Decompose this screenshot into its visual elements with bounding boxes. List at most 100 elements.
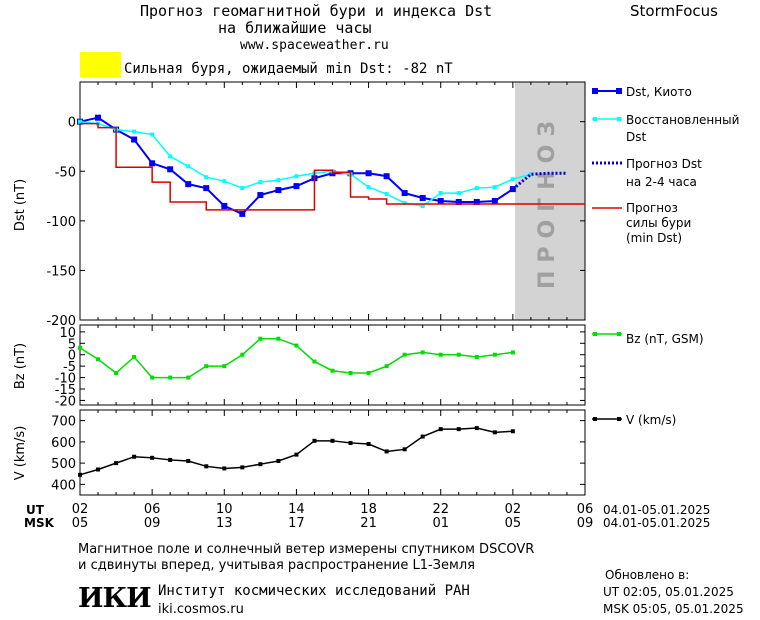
dst-series-1-line <box>79 120 532 207</box>
dst-series-0-point <box>167 166 174 173</box>
bz-series-0-point <box>168 375 173 380</box>
msk-tick-label: 17 <box>288 516 305 531</box>
page-title-line2: на ближайшие часы <box>218 19 372 37</box>
ut-tick-label: 18 <box>360 502 377 517</box>
legend-reconstructed-label-1: Восстановленный <box>626 113 739 127</box>
series-layer <box>77 114 585 477</box>
bz-series-0-point <box>222 364 227 369</box>
dst-series-1-point <box>150 132 155 137</box>
v-series-0-point <box>438 427 443 432</box>
bz-series-0-point <box>276 336 281 341</box>
dst-series-0-point <box>437 198 444 204</box>
v-series-0-point <box>150 455 155 460</box>
bz-ytick-label: -15 <box>55 383 76 398</box>
legend-storm-label-1: Прогноз <box>626 201 678 215</box>
v-series-0-point <box>78 472 82 477</box>
bz-series-0-point <box>384 364 389 369</box>
bz-series-0-point <box>456 352 461 357</box>
msk-tick-label: 13 <box>216 516 233 531</box>
dst-series-0-point <box>221 202 228 209</box>
dst-series-1-point <box>132 129 137 134</box>
legend-forecast-label-2: на 2-4 часа <box>626 175 697 189</box>
legend-v-label: V (km/s) <box>626 413 676 427</box>
dst-series-0-point <box>149 160 156 167</box>
v-series-0-point <box>204 464 209 469</box>
storm-banner-text: Сильная буря, ожидаемый min Dst: -82 nT <box>124 61 453 77</box>
msk-tick-label: 05 <box>72 516 89 531</box>
legend-dst-kyoto-label: Dst, Киото <box>626 85 692 99</box>
dst-series-1-point <box>168 154 173 159</box>
bz-series-0-point <box>294 343 299 348</box>
msk-tick-label: 09 <box>577 516 594 531</box>
x-ticks: 02 06 10 14 18 22 02 06 05 09 13 17 21 01 05 09 <box>72 502 594 531</box>
dst-y-ticks: 0 -50 -100 -150 -200 <box>46 82 586 329</box>
v-y-ticks: 700 600 500 400 <box>51 410 586 495</box>
dst-series-0-point <box>383 173 390 180</box>
bz-ylabel: Bz (nT) <box>13 343 28 389</box>
satellite-note-line2: и сдвинуты вперед, учитывая распростране… <box>78 558 475 573</box>
v-series-0-point <box>366 442 371 446</box>
legend-storm-label-2: силы бури <box>626 216 691 230</box>
institute-name: Институт космических исследований РАН <box>158 583 470 599</box>
legend-reconstructed-label-2: Dst <box>626 130 646 144</box>
v-series-0-point <box>132 454 137 459</box>
v-series-0-point <box>384 449 389 454</box>
dst-ylabel: Dst (nT) <box>13 179 28 231</box>
legend-bz-label: Bz (nT, GSM) <box>626 332 704 346</box>
iki-logo: ИКИ <box>78 583 152 614</box>
v-ytick-label: 700 <box>51 415 76 430</box>
bz-series-0-point <box>510 350 515 355</box>
ut-axis-label: UT <box>26 503 44 517</box>
bz-series-0-point <box>132 355 137 359</box>
dst-series-0-point <box>203 185 210 192</box>
msk-date-range: 04.01-05.01.2025 <box>603 516 711 530</box>
dst-series-1-point <box>474 186 479 191</box>
v-series-0-point <box>312 438 317 443</box>
bz-series-0-point <box>96 357 101 362</box>
bz-panel-frame <box>79 324 586 406</box>
v-series-0-point <box>258 462 263 467</box>
msk-axis-label: MSK <box>24 516 54 530</box>
dst-series-1-point <box>492 185 497 190</box>
legend-bz: Bz (nT, GSM) <box>592 332 704 346</box>
forecast-zone <box>515 82 585 320</box>
v-series-0-point <box>222 466 227 471</box>
storm-level-swatch <box>80 52 121 77</box>
v-series-0-point <box>294 452 299 457</box>
satellite-note-line1: Магнитное поле и солнечный ветер измерен… <box>78 542 535 557</box>
bz-series-0-point <box>258 336 263 341</box>
bz-ytick-label: -20 <box>55 394 76 409</box>
legend-storm-label-3: (min Dst) <box>626 231 682 245</box>
v-ytick-label: 600 <box>51 436 76 451</box>
dst-series-0-point <box>257 192 264 199</box>
dst-series-1-point <box>276 178 281 183</box>
v-series-0-line <box>79 427 513 476</box>
v-ylabel: V (km/s) <box>13 426 28 481</box>
dst-series-0-point <box>401 190 408 197</box>
dst-ytick-label: -100 <box>46 215 76 230</box>
dst-ytick-label: -50 <box>55 165 76 180</box>
legend-reconstructed: Восстановленный Dst <box>592 113 739 144</box>
legend-forecast-label-1: Прогноз Dst <box>626 157 702 171</box>
ut-date-range: 04.01-05.01.2025 <box>603 503 711 517</box>
v-series-0-point <box>276 459 281 463</box>
institute-url[interactable]: iki.cosmos.ru <box>158 602 244 617</box>
dst-series-0-point <box>95 114 102 121</box>
dst-series-1-point <box>294 174 299 179</box>
bz-series-0-point <box>114 371 119 375</box>
bz-series-0-point <box>474 355 479 359</box>
dst-panel-frame <box>79 81 586 321</box>
dst-series-0-line <box>79 116 514 216</box>
dst-series-0-point <box>365 170 372 177</box>
page-title-line1: Прогноз геомагнитной бури и индекса Dst <box>140 2 493 20</box>
site-url[interactable]: www.spaceweather.ru <box>240 38 389 53</box>
brand-label: StormFocus <box>630 2 718 20</box>
bz-ytick-label: 5 <box>68 337 76 352</box>
v-series-0-point <box>456 427 461 432</box>
v-series-0-point <box>114 461 119 466</box>
dst-series-1-point <box>438 191 443 196</box>
ut-tick-label: 14 <box>288 502 305 517</box>
v-series-0-point <box>492 430 497 435</box>
dst-series-0-point <box>239 210 246 217</box>
